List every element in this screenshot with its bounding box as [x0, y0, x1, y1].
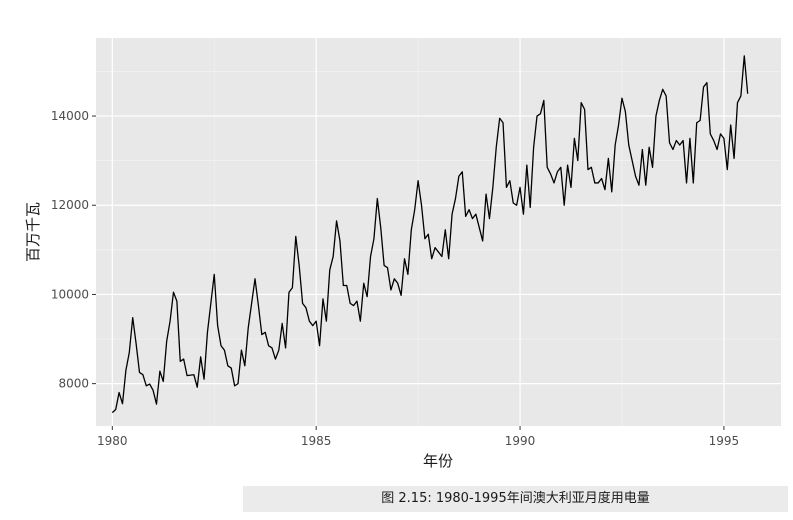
y-tick-label: 10000	[51, 287, 89, 301]
y-tick-label: 8000	[58, 377, 89, 391]
caption-bar	[243, 486, 788, 512]
y-tick-label: 14000	[51, 109, 89, 123]
x-tick-label: 1990	[505, 434, 536, 448]
figure-caption: 图 2.15: 1980-1995年间澳大利亚月度用电量	[381, 491, 650, 506]
series-line	[111, 55, 749, 414]
y-axis-ticks: 8000 10000 12000 14000	[51, 109, 96, 391]
x-tick-label: 1995	[709, 434, 740, 448]
plot-panel	[96, 38, 781, 426]
x-axis-title: 年份	[423, 452, 453, 470]
x-axis-ticks: 1980 1985 1990 1995	[97, 426, 739, 448]
series-group	[111, 55, 749, 414]
x-tick-label: 1980	[97, 434, 128, 448]
x-tick-label: 1985	[301, 434, 332, 448]
y-axis-title: 百万千瓦	[24, 202, 42, 262]
y-tick-label: 12000	[51, 198, 89, 212]
major-gridlines	[96, 38, 781, 426]
